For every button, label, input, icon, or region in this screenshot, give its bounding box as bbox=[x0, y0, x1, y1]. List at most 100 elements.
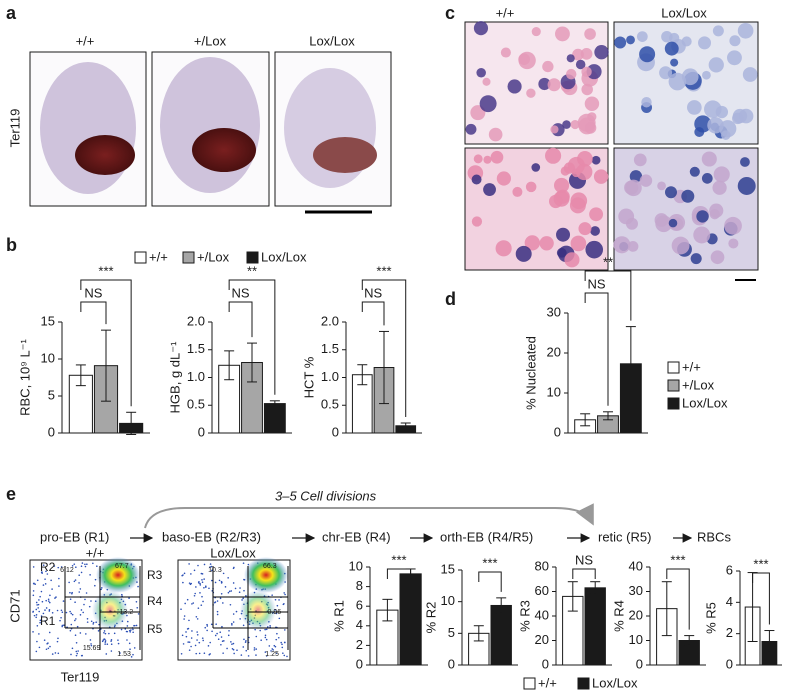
stage-label: baso-EB (R2/R3) bbox=[162, 529, 261, 544]
legend-label: +/Lox bbox=[682, 377, 715, 392]
significance-label: ** bbox=[247, 263, 257, 278]
y-tick-label: 30 bbox=[547, 304, 561, 319]
event bbox=[239, 587, 241, 589]
event bbox=[191, 630, 193, 632]
cell bbox=[581, 83, 593, 96]
event bbox=[278, 599, 280, 601]
event bbox=[70, 612, 73, 615]
event bbox=[245, 649, 248, 652]
genotype-label: +/+ bbox=[76, 33, 95, 48]
cell bbox=[593, 169, 609, 184]
event bbox=[96, 565, 98, 568]
legend-swatch bbox=[667, 397, 680, 410]
cell bbox=[655, 215, 673, 233]
cell bbox=[729, 35, 741, 47]
event bbox=[275, 612, 278, 615]
event bbox=[180, 653, 183, 655]
gate-value: 15.69 bbox=[83, 645, 101, 652]
y-tick-label: 5 bbox=[448, 625, 455, 640]
event bbox=[33, 582, 35, 585]
event bbox=[215, 623, 217, 625]
event bbox=[47, 598, 50, 601]
y-tick-label: 0 bbox=[48, 424, 55, 439]
event bbox=[259, 629, 261, 632]
event bbox=[80, 609, 83, 611]
significance-bracket bbox=[478, 571, 502, 592]
cell bbox=[564, 252, 580, 268]
cell bbox=[483, 183, 496, 196]
event bbox=[38, 633, 40, 635]
flow-label: Lox/Lox bbox=[210, 545, 256, 560]
gate-value: 10.3 bbox=[208, 567, 222, 574]
event bbox=[211, 630, 213, 633]
event bbox=[92, 562, 94, 565]
gate-label: R3 bbox=[147, 568, 163, 582]
event bbox=[48, 631, 51, 634]
event bbox=[188, 582, 191, 584]
event bbox=[216, 632, 218, 635]
event bbox=[275, 638, 278, 641]
event bbox=[206, 623, 208, 626]
event bbox=[265, 638, 268, 641]
density bbox=[240, 590, 276, 630]
cell bbox=[694, 127, 705, 137]
cell bbox=[531, 163, 541, 172]
legend-swatch bbox=[523, 677, 536, 690]
event bbox=[282, 652, 284, 654]
cell bbox=[626, 35, 635, 45]
significance-bracket bbox=[228, 301, 253, 338]
event bbox=[73, 563, 76, 565]
event bbox=[180, 608, 182, 611]
division-arc bbox=[144, 503, 594, 529]
event bbox=[183, 618, 185, 620]
y-tick-label: 0 bbox=[448, 656, 455, 671]
event bbox=[200, 604, 203, 606]
event bbox=[104, 632, 107, 635]
cell bbox=[661, 30, 673, 43]
y-tick-label: 5 bbox=[48, 387, 55, 402]
event bbox=[271, 594, 273, 596]
event bbox=[283, 641, 286, 644]
cell bbox=[482, 77, 491, 86]
event bbox=[222, 602, 224, 604]
event bbox=[203, 586, 205, 589]
cell bbox=[681, 189, 695, 203]
y-tick-label: 1.0 bbox=[187, 369, 205, 384]
cell bbox=[591, 155, 601, 165]
legend-label: +/+ bbox=[538, 675, 557, 690]
event bbox=[110, 639, 113, 641]
panel-letter: b bbox=[6, 235, 17, 255]
panel-letter: d bbox=[445, 289, 456, 309]
y-tick-label: 0 bbox=[554, 424, 561, 439]
event bbox=[248, 636, 250, 639]
y-axis-label: % R4 bbox=[611, 600, 626, 632]
event bbox=[129, 648, 131, 651]
event bbox=[203, 652, 206, 655]
significance-label: *** bbox=[670, 552, 685, 567]
cell bbox=[577, 151, 593, 167]
event bbox=[48, 608, 51, 611]
event bbox=[69, 598, 72, 601]
cell bbox=[687, 100, 702, 115]
cell bbox=[488, 127, 503, 142]
legend-label: Lox/Lox bbox=[682, 395, 728, 410]
y-tick-label: 0 bbox=[542, 656, 549, 671]
cell bbox=[554, 177, 570, 193]
event bbox=[199, 584, 202, 586]
gate-value: 6.12 bbox=[60, 567, 74, 574]
event bbox=[218, 579, 221, 582]
event bbox=[204, 626, 207, 629]
y-tick-label: 10 bbox=[441, 593, 455, 608]
event bbox=[38, 599, 40, 601]
event bbox=[37, 603, 40, 606]
bar bbox=[584, 587, 606, 666]
y-tick-label: 10 bbox=[547, 384, 561, 399]
cell bbox=[531, 27, 541, 37]
y-tick-label: 20 bbox=[547, 344, 561, 359]
event bbox=[195, 586, 197, 588]
cell bbox=[614, 36, 627, 49]
event bbox=[231, 622, 233, 625]
event bbox=[89, 574, 91, 576]
significance-label: *** bbox=[753, 556, 768, 571]
